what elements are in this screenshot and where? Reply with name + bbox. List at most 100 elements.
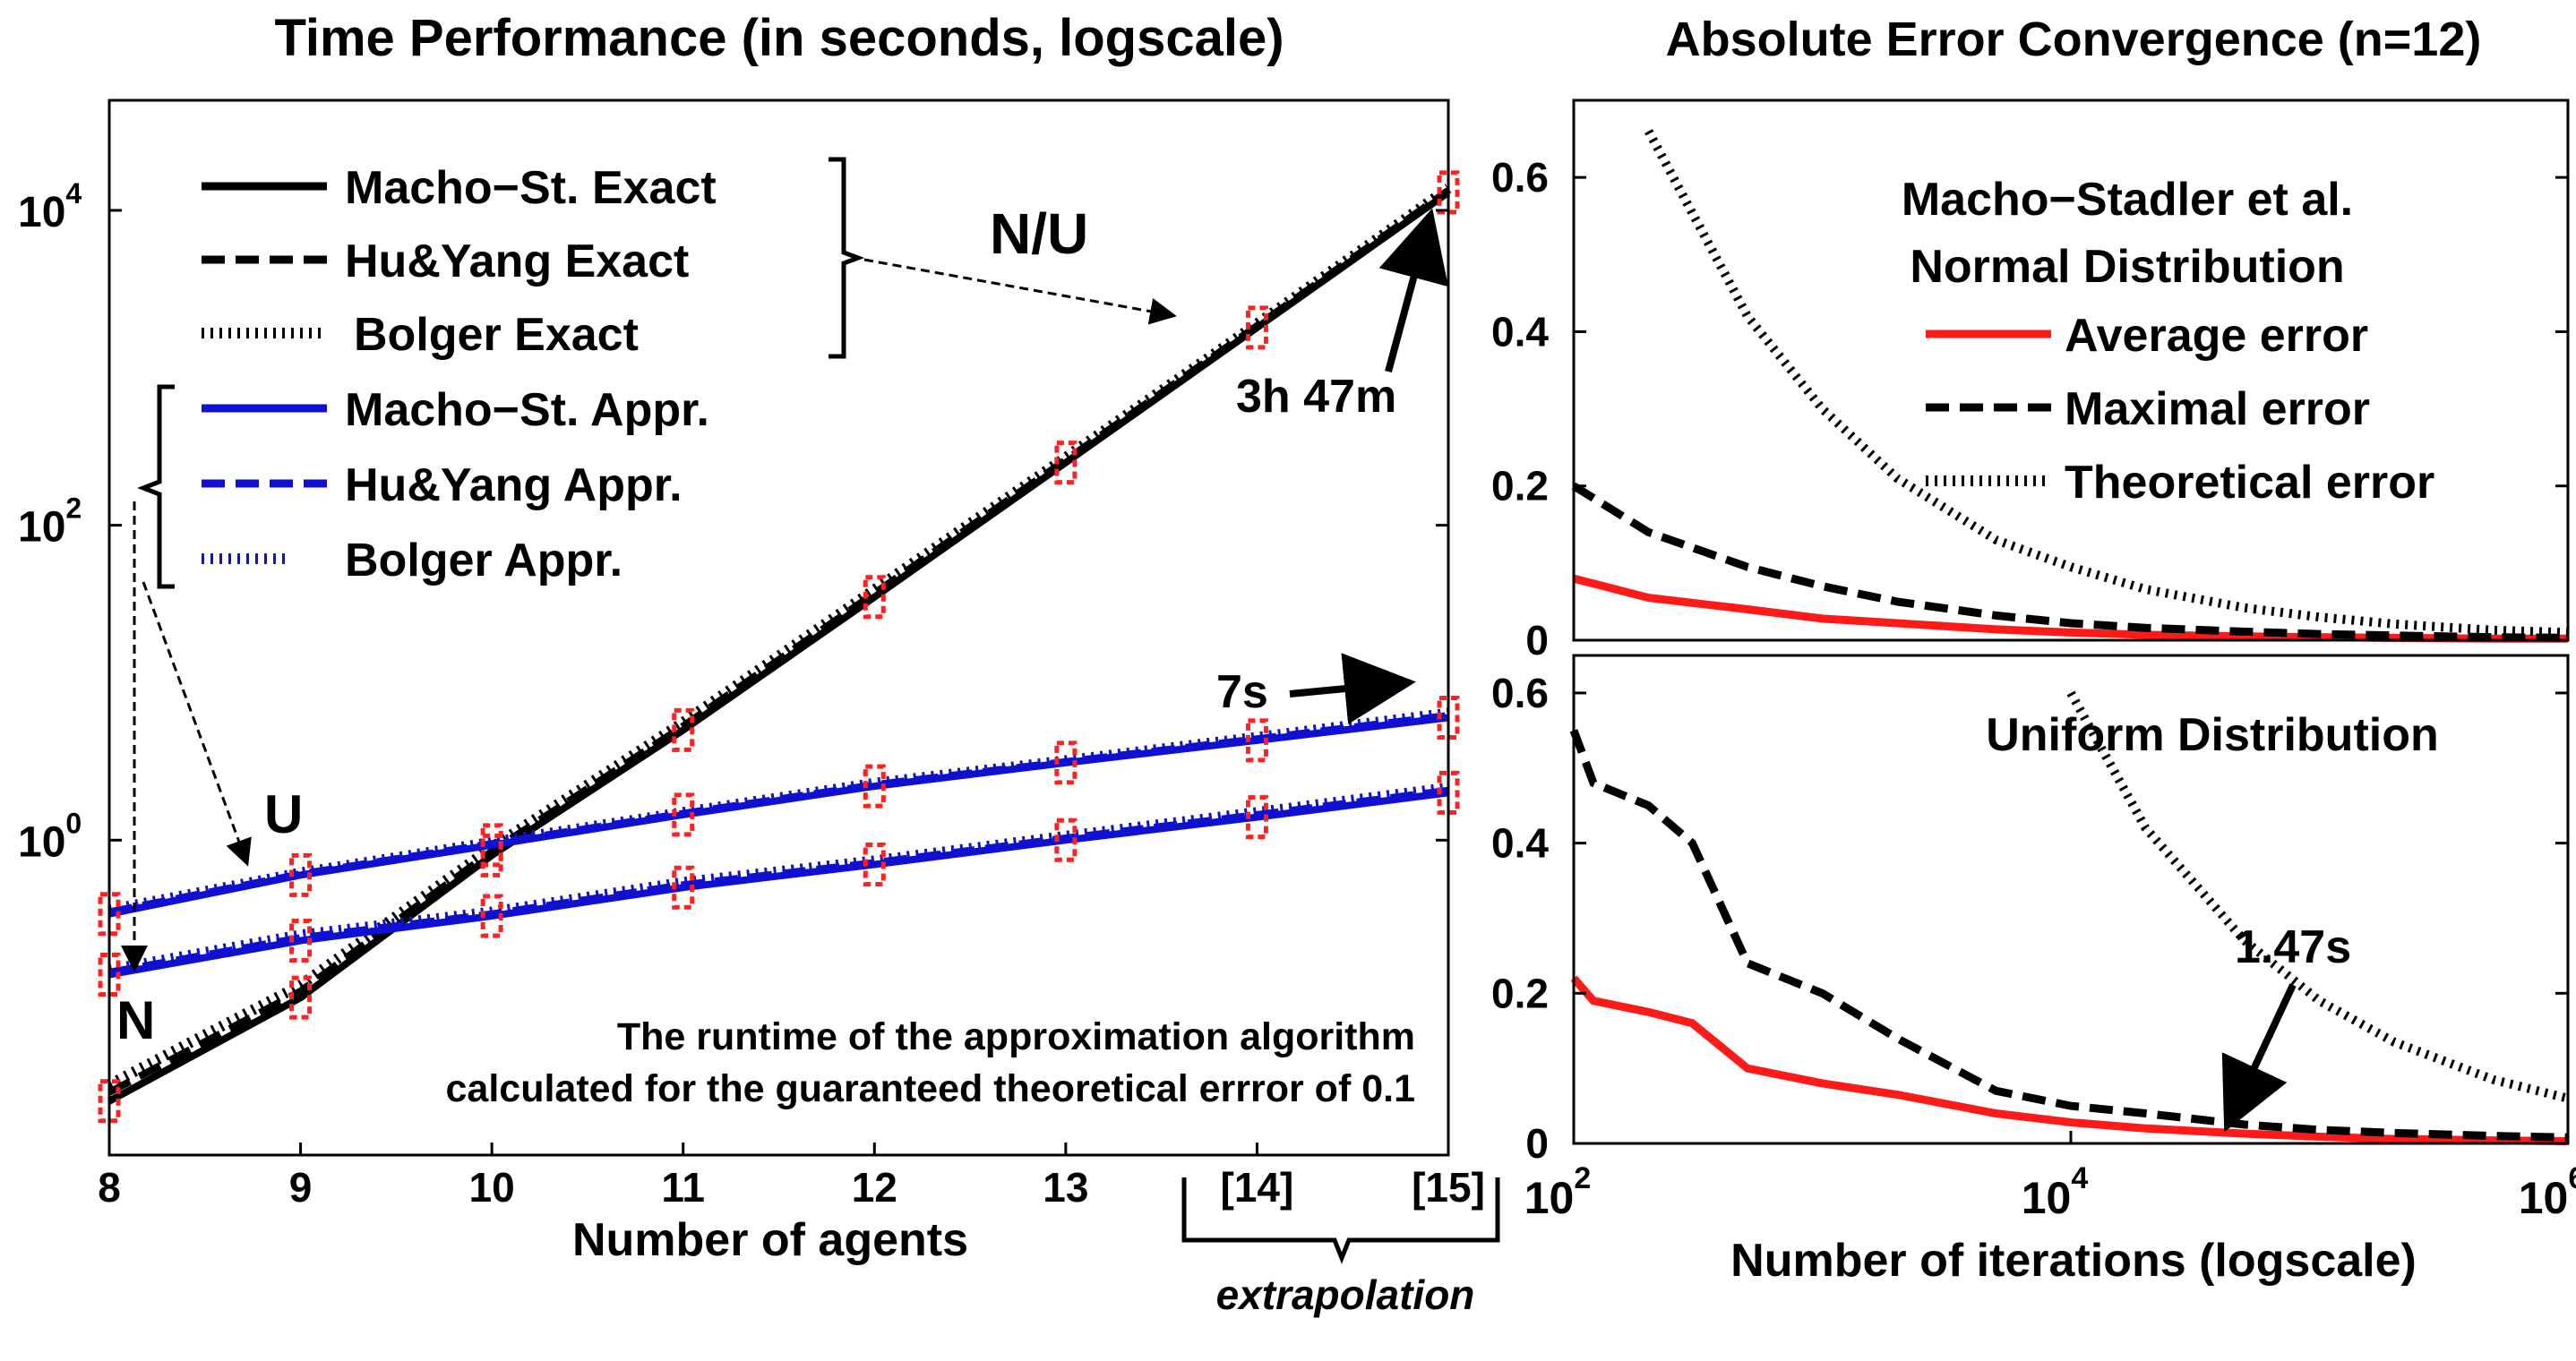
legend-label-huyang-exact: Hu&Yang Exact xyxy=(345,235,689,287)
arrow-to-u xyxy=(142,581,252,867)
left-plot-area xyxy=(98,170,1460,1124)
x-tick-label: 8 xyxy=(98,1164,121,1211)
left-chart-title: Time Performance (in seconds, logscale) xyxy=(274,9,1284,67)
arrow-nu xyxy=(863,258,1177,325)
x-tick-label: 12 xyxy=(852,1164,897,1211)
error-convergence-uniform-chart: 0 0.2 0.4 0.6 102 104 106 Uniform Distributio… xyxy=(1491,654,2576,1287)
brace-approx xyxy=(137,384,175,589)
y-tick-exponent: 4 xyxy=(65,177,82,210)
error-marker xyxy=(672,865,695,910)
annotation-time-approx: 7s xyxy=(1216,666,1268,718)
legend-label-maximal: Maximal error xyxy=(2065,383,2370,435)
annotation-u: U xyxy=(264,784,303,844)
error-marker xyxy=(1054,740,1078,785)
error-marker xyxy=(480,823,503,868)
x-tick-label: 104 xyxy=(2022,1161,2089,1223)
y-tick-label: 104 xyxy=(18,177,82,236)
series-line-bolger-appr-approx xyxy=(107,707,1449,916)
x-tick-label: [14] xyxy=(1221,1164,1294,1211)
y-tick-label: 0 xyxy=(1525,1120,1549,1167)
error-marker xyxy=(98,892,121,937)
y-tick-label: 0.4 xyxy=(1491,308,1549,355)
error-marker xyxy=(1245,718,1268,763)
right-bottom-y-axis: 0 0.2 0.4 0.6 xyxy=(1491,670,2568,1167)
right-x-axis-label: Number of iterations (logscale) xyxy=(1730,1235,2417,1287)
error-marker xyxy=(863,764,886,809)
series-line-series-6-approx-n xyxy=(108,789,1449,979)
error-marker xyxy=(289,919,313,963)
annotation-time-uniform: 1.47s xyxy=(2235,921,2351,973)
x-tick-label: [15] xyxy=(1412,1164,1485,1211)
error-marker xyxy=(98,952,121,997)
legend-label-macho-exact: Macho−St. Exact xyxy=(345,162,717,214)
series-line-maximal-error xyxy=(1571,482,2569,642)
error-marker xyxy=(1437,770,1460,815)
right-top-legend: Macho−Stadler et al. Normal Distribution… xyxy=(1902,174,2434,509)
y-tick-label: 0.4 xyxy=(1491,820,1549,867)
x-tick-exponent: 6 xyxy=(2568,1161,2576,1195)
error-marker xyxy=(1437,695,1460,740)
series-line-average-error xyxy=(1572,574,2568,643)
x-tick-label: 11 xyxy=(661,1164,705,1211)
right-chart-title: Absolute Error Convergence (n=12) xyxy=(1666,13,2482,66)
legend-label-theoretical: Theoretical error xyxy=(2065,457,2434,509)
legend-label-macho-appr: Macho−St. Appr. xyxy=(345,384,709,436)
right-top-plot-frame xyxy=(1572,98,2570,642)
arrow-time-exact xyxy=(1378,208,1448,373)
right-bottom-plot-area xyxy=(1569,690,2570,1145)
series-line-series-8-approx-n xyxy=(107,782,1449,976)
error-marker xyxy=(1245,305,1268,350)
annotation-extrapolation: extrapolation xyxy=(1216,1271,1475,1318)
left-annotations: N/U 3h 47m 7s U N The runtime of the app… xyxy=(116,201,1500,1318)
y-tick-label: 0 xyxy=(1525,617,1549,663)
y-tick-exponent: 2 xyxy=(65,492,82,525)
legend-title-line1: Macho−Stadler et al. xyxy=(1902,174,2353,226)
y-tick-exponent: 0 xyxy=(65,807,82,839)
error-marker xyxy=(863,843,886,887)
annotation-note-line1: The runtime of the approximation algorit… xyxy=(617,1015,1415,1058)
x-tick-label: 9 xyxy=(289,1164,313,1211)
error-marker xyxy=(289,975,313,1020)
x-tick-label: 102 xyxy=(1524,1161,1592,1223)
left-x-axis: 8 9 10 11 12 13 [14] [15] xyxy=(98,1143,1485,1211)
series-line-average-error xyxy=(1570,975,2569,1145)
y-tick-label: 0.2 xyxy=(1491,463,1549,509)
left-plot-frame xyxy=(107,98,1450,1157)
legend-title-line2: Normal Distribution xyxy=(1910,241,2344,293)
legend-label-bolger-appr: Bolger Appr. xyxy=(345,535,623,586)
x-tick-exponent: 4 xyxy=(2071,1161,2088,1195)
series-line-theoretical-error xyxy=(2066,690,2570,1103)
left-legend: Macho−St. Exact Hu&Yang Exact Bolger Exa… xyxy=(137,157,865,589)
legend-label-average: Average error xyxy=(2065,310,2368,362)
error-marker xyxy=(863,575,886,620)
x-tick-label: 10 xyxy=(469,1164,515,1211)
y-tick-label: 0.2 xyxy=(1491,970,1549,1016)
brace-exact xyxy=(829,157,865,359)
left-x-axis-label: Number of agents xyxy=(572,1214,968,1266)
y-tick-label: 0.6 xyxy=(1491,154,1549,201)
error-marker xyxy=(289,852,313,897)
y-tick-label: 102 xyxy=(18,492,82,552)
error-marker xyxy=(672,792,695,837)
x-tick-exponent: 2 xyxy=(1574,1161,1591,1195)
arrow-time-approx xyxy=(1289,653,1416,724)
uniform-subtitle: Uniform Distribution xyxy=(1986,709,2439,761)
error-convergence-normal-chart: Absolute Error Convergence (n=12) 0 0.2 0.… xyxy=(1491,13,2570,663)
annotation-nu: N/U xyxy=(990,201,1088,266)
annotation-note-line2: calculated for the guaranteed theoretica… xyxy=(446,1067,1415,1110)
error-marker xyxy=(1054,441,1078,485)
y-tick-label: 0.6 xyxy=(1491,670,1549,716)
error-marker xyxy=(672,707,695,752)
error-marker xyxy=(98,1079,121,1124)
error-marker xyxy=(480,894,503,938)
left-y-axis: 100 102 104 xyxy=(18,177,1448,866)
legend-label-huyang-appr: Hu&Yang Appr. xyxy=(345,459,683,511)
error-marker xyxy=(1437,170,1460,215)
brace-extrapolation xyxy=(1181,1177,1500,1264)
annotation-n: N xyxy=(116,990,155,1050)
time-performance-chart: Time Performance (in seconds, logscale) … xyxy=(18,9,1500,1318)
error-marker xyxy=(1054,817,1078,862)
error-marker xyxy=(1245,795,1268,840)
series-line-maximal-error xyxy=(1569,729,2569,1142)
x-tick-label: 106 xyxy=(2519,1161,2576,1223)
